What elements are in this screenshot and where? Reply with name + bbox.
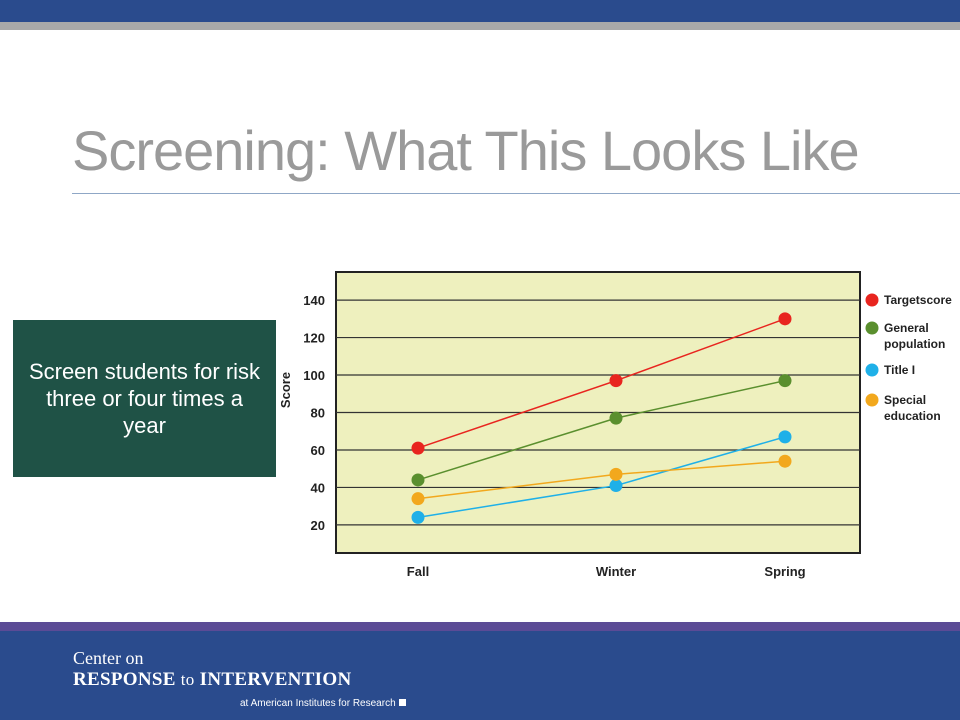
legend-marker-general-population <box>865 321 879 335</box>
data-point-title-i <box>778 430 792 444</box>
data-point-general-population <box>411 473 425 487</box>
logo-line3: at American Institutes for Research <box>240 698 406 709</box>
y-tick-label: 80 <box>311 406 325 421</box>
legend-label-targetscore: Targetscore <box>884 293 952 307</box>
data-point-general-population <box>609 411 623 425</box>
callout-text: Screen students for risk three or four t… <box>28 359 261 438</box>
logo-word-to: to <box>180 670 195 689</box>
data-point-special-education <box>609 467 623 481</box>
legend-marker-title-i <box>865 363 879 377</box>
logo-affiliation: at American Institutes for Research <box>240 698 396 709</box>
data-point-title-i <box>411 510 425 524</box>
legend: Targetscore General population Title I Speci… <box>865 293 952 423</box>
x-tick-label-winter: Winter <box>596 564 636 579</box>
y-tick-label: 60 <box>311 443 325 458</box>
organization-logo: Center on RESPONSE to INTERVENTION at Am… <box>73 648 406 709</box>
score-chart: 20 40 60 80 100 120 140 Score Fall Winter Spring… <box>278 271 952 579</box>
legend-label-general-population: General population <box>884 321 945 351</box>
logo-line2: RESPONSE to INTERVENTION <box>73 668 406 692</box>
x-tick-label-fall: Fall <box>407 564 429 579</box>
header-stripe <box>0 22 960 30</box>
series-points <box>411 312 792 524</box>
header-bar <box>0 0 960 22</box>
legend-marker-special-education <box>865 393 879 407</box>
y-tick-label: 40 <box>311 480 325 495</box>
square-icon <box>398 699 406 706</box>
slide-title: Screening: What This Looks Like <box>72 119 860 182</box>
legend-label-special-education: Special education <box>884 393 941 423</box>
y-tick-label: 120 <box>303 331 325 346</box>
data-point-special-education <box>411 492 425 506</box>
data-point-general-population <box>778 374 792 388</box>
footer-bar <box>0 631 960 720</box>
data-point-targetscore <box>609 374 623 388</box>
x-tick-labels: Fall Winter Spring <box>407 564 806 579</box>
footer-stripe <box>0 622 960 631</box>
title-divider <box>72 193 960 194</box>
legend-label-title-i: Title I <box>884 363 915 377</box>
grid-lines <box>336 299 860 526</box>
data-point-targetscore <box>778 312 792 326</box>
data-point-title-i <box>609 479 623 493</box>
callout-box: Screen students for risk three or four t… <box>13 320 276 477</box>
data-point-special-education <box>778 454 792 468</box>
y-tick-labels: 20 40 60 80 100 120 140 <box>303 293 325 533</box>
logo-word-intervention: INTERVENTION <box>199 669 352 690</box>
y-tick-label: 140 <box>303 293 325 308</box>
y-tick-label: 20 <box>311 518 325 533</box>
y-tick-label: 100 <box>303 368 325 383</box>
data-point-targetscore <box>411 441 425 455</box>
x-tick-label-spring: Spring <box>764 564 805 579</box>
y-axis-label: Score <box>278 372 293 408</box>
legend-marker-targetscore <box>865 293 879 307</box>
logo-line1: Center on <box>73 648 144 668</box>
logo-word-response: RESPONSE <box>73 669 176 690</box>
